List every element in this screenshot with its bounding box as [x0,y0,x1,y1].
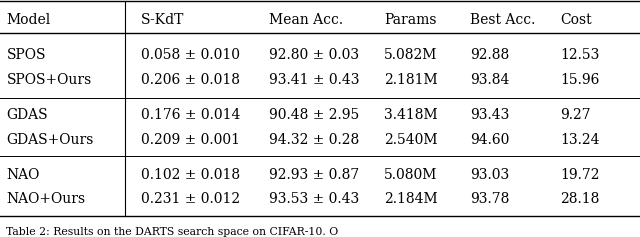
Text: 0.206 ± 0.018: 0.206 ± 0.018 [141,73,240,87]
Text: Mean Acc.: Mean Acc. [269,13,343,27]
Text: 2.540M: 2.540M [384,133,438,147]
Text: 92.93 ± 0.87: 92.93 ± 0.87 [269,168,359,182]
Text: NAO: NAO [6,168,40,182]
Text: 92.88: 92.88 [470,48,509,62]
Text: 0.102 ± 0.018: 0.102 ± 0.018 [141,168,240,182]
Text: 5.080M: 5.080M [384,168,437,182]
Text: 12.53: 12.53 [560,48,600,62]
Text: 5.082M: 5.082M [384,48,437,62]
Text: 0.176 ± 0.014: 0.176 ± 0.014 [141,108,240,122]
Text: 3.418M: 3.418M [384,108,438,122]
Text: 94.60: 94.60 [470,133,510,147]
Text: GDAS: GDAS [6,108,48,122]
Text: 2.181M: 2.181M [384,73,438,87]
Text: Cost: Cost [560,13,591,27]
Text: 19.72: 19.72 [560,168,600,182]
Text: 0.231 ± 0.012: 0.231 ± 0.012 [141,192,240,206]
Text: NAO+Ours: NAO+Ours [6,192,86,206]
Text: 93.53 ± 0.43: 93.53 ± 0.43 [269,192,359,206]
Text: 0.058 ± 0.010: 0.058 ± 0.010 [141,48,240,62]
Text: 93.03: 93.03 [470,168,509,182]
Text: 92.80 ± 0.03: 92.80 ± 0.03 [269,48,359,62]
Text: 93.43: 93.43 [470,108,510,122]
Text: 9.27: 9.27 [560,108,591,122]
Text: SPOS+Ours: SPOS+Ours [6,73,92,87]
Text: 28.18: 28.18 [560,192,600,206]
Text: Best Acc.: Best Acc. [470,13,536,27]
Text: SPOS: SPOS [6,48,46,62]
Text: Params: Params [384,13,436,27]
Text: Model: Model [6,13,51,27]
Text: 15.96: 15.96 [560,73,600,87]
Text: 94.32 ± 0.28: 94.32 ± 0.28 [269,133,359,147]
Text: S-KdT: S-KdT [141,13,184,27]
Text: 2.184M: 2.184M [384,192,438,206]
Text: Table 2: Results on the DARTS search space on CIFAR-10. O: Table 2: Results on the DARTS search spa… [6,228,339,237]
Text: 90.48 ± 2.95: 90.48 ± 2.95 [269,108,359,122]
Text: 93.41 ± 0.43: 93.41 ± 0.43 [269,73,359,87]
Text: 13.24: 13.24 [560,133,600,147]
Text: 93.84: 93.84 [470,73,510,87]
Text: 93.78: 93.78 [470,192,510,206]
Text: GDAS+Ours: GDAS+Ours [6,133,94,147]
Text: 0.209 ± 0.001: 0.209 ± 0.001 [141,133,240,147]
